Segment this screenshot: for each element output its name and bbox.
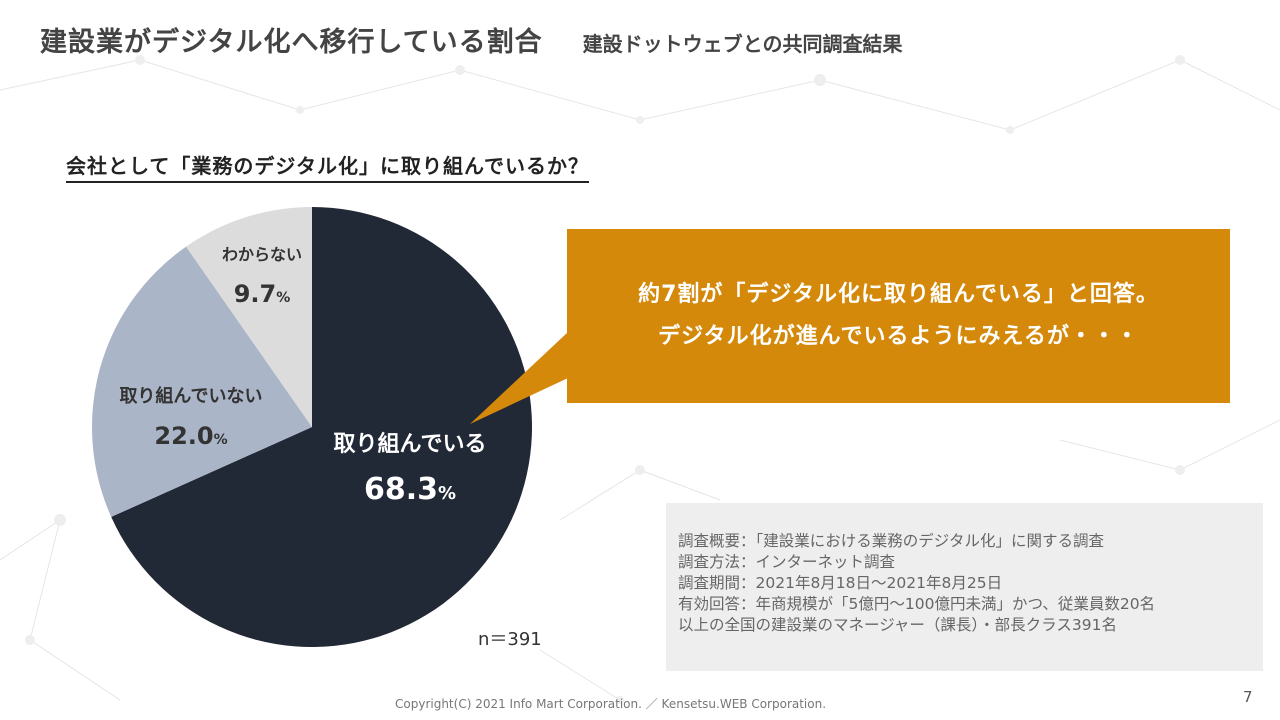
survey-info-line: 調査方法：インターネット調査	[678, 553, 896, 571]
callout-line-2: デジタル化が進んでいるようにみえるが・・・	[658, 324, 1139, 349]
survey-info-line: 以上の全国の建設業のマネージャー（課長）・部長クラス391名	[678, 616, 1117, 634]
pie-slice-value: 68.3%	[364, 472, 456, 507]
sample-size-label: n＝391	[478, 629, 542, 650]
page-title: 建設業がデジタル化へ移行している割合	[40, 27, 543, 58]
pie-slice-label: 取り組んでいる	[334, 431, 487, 457]
pie-slice	[92, 246, 312, 517]
survey-info-box: 調査概要：「建設業における業務のデジタル化」に関する調査 調査方法：インターネッ…	[666, 503, 1263, 671]
pie-chart: 取り組んでいる 68.3% 取り組んでいない 22.0% わからない 9.7%	[92, 207, 532, 647]
page-subtitle: 建設ドットウェブとの共同調査結果	[582, 32, 903, 56]
survey-info-line: 調査概要：「建設業における業務のデジタル化」に関する調査	[678, 532, 1104, 550]
pie-slice-label: わからない	[222, 245, 302, 264]
pie-slice-value: 22.0%	[154, 422, 227, 450]
pie-slice-label: 取り組んでいない	[119, 385, 262, 407]
pie-slice	[186, 207, 312, 427]
copyright-text: Copyright(C) 2021 Info Mart Corporation.…	[395, 697, 827, 711]
callout-box: 約7割が「デジタル化に取り組んでいる」と回答。 デジタル化が進んでいるようにみえ…	[567, 229, 1230, 403]
pie-slice	[111, 207, 532, 647]
header: 建設業がデジタル化へ移行している割合 建設ドットウェブとの共同調査結果	[40, 20, 902, 59]
survey-info-line: 調査期間：2021年8月18日～2021年8月25日	[678, 574, 1003, 592]
survey-question: 会社として「業務のデジタル化」に取り組んでいるか？	[66, 150, 589, 183]
callout-line-1: 約7割が「デジタル化に取り組んでいる」と回答。	[638, 282, 1159, 307]
page-number: 7	[1243, 688, 1253, 706]
survey-info-line: 有効回答：年商規模が「5億円～100億円未満」かつ、従業員数20名	[678, 595, 1156, 613]
pie-slice-value: 9.7%	[234, 280, 291, 308]
